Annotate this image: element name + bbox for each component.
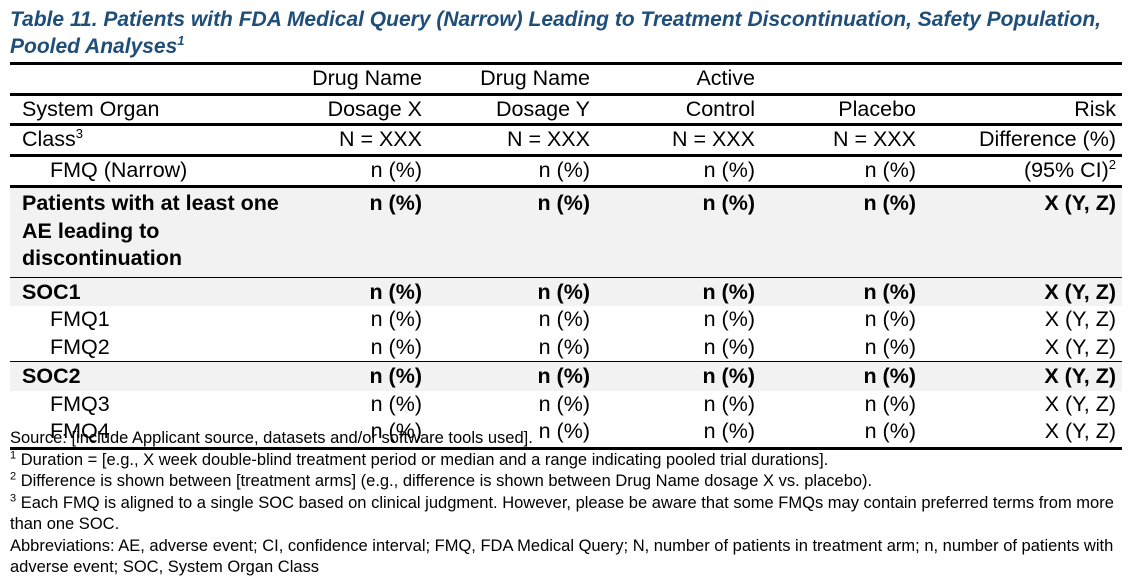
header-col0-line1: System Organ <box>22 96 160 121</box>
abbreviations-note: Abbreviations: AE, adverse event; CI, co… <box>10 536 1114 577</box>
cell-value: n (%) <box>538 391 590 416</box>
cell-value: n (%) <box>538 334 590 359</box>
header-row-2: System Organ Dosage X Dosage Y Control P… <box>10 94 1122 125</box>
cell-value: n (%) <box>702 191 755 215</box>
cell-value: n (%) <box>370 307 422 331</box>
header-col3-n: N = XXX <box>671 127 755 151</box>
cell-value: n (%) <box>369 279 422 304</box>
cell-value: n (%) <box>369 191 422 215</box>
cell-value: n (%) <box>703 334 755 359</box>
cell-value: n (%) <box>703 391 755 416</box>
header-col0-class-text: Class <box>22 127 76 151</box>
discontinuation-table: Drug Name Drug Name Active System Organ … <box>10 62 1122 450</box>
header-col5-line2: Risk <box>1074 96 1116 121</box>
header-col5-unit-text: (95% CI) <box>1023 157 1109 182</box>
table-title: Table 11. Patients with FDA Medical Quer… <box>10 6 1128 60</box>
row-label: FMQ1 <box>50 307 110 331</box>
header-row-1: Drug Name Drug Name Active <box>10 63 1122 95</box>
cell-value: n (%) <box>370 334 422 359</box>
cell-value: X (Y, Z) <box>1044 334 1116 359</box>
cell-value: n (%) <box>863 364 916 388</box>
table-row-soc: SOC1 n (%) n (%) n (%) n (%) X (Y, Z) <box>10 277 1122 306</box>
cell-value: n (%) <box>369 364 422 388</box>
footnote-2: 2 Difference is shown between [treatment… <box>10 471 1128 493</box>
table-body: Patients with at least one AE leading to… <box>10 186 1122 448</box>
row-label: FMQ4 <box>50 419 110 443</box>
header-col1-line1: Drug Name <box>312 66 422 90</box>
header-col2-line2: Dosage Y <box>495 96 590 121</box>
cell-value: n (%) <box>703 419 755 443</box>
footnote-2-mark: 2 <box>10 470 17 483</box>
table-title-footnote-mark: 1 <box>177 33 185 48</box>
cell-value: n (%) <box>537 279 590 304</box>
header-col4-line1 <box>761 64 922 95</box>
table-title-text: Table 11. Patients with FDA Medical Quer… <box>10 8 1101 58</box>
header-col2-unit: n (%) <box>538 157 590 182</box>
cell-value: n (%) <box>864 307 916 331</box>
footnote-1-mark: 1 <box>10 449 17 461</box>
cell-value: n (%) <box>370 419 422 443</box>
cell-value: X (Y, Z) <box>1044 307 1116 331</box>
footnote-3-text: Each FMQ is aligned to a single SOC base… <box>10 493 1114 534</box>
header-col0-sub: FMQ (Narrow) <box>50 157 188 182</box>
header-col3-line2: Control <box>685 96 755 121</box>
row-label: Patients with at least one AE leading to… <box>22 191 279 270</box>
cell-value: X (Y, Z) <box>1044 279 1116 304</box>
cell-value: X (Y, Z) <box>1044 391 1116 416</box>
header-col0-footnote-mark: 3 <box>75 125 83 141</box>
header-col3-line1: Active <box>696 66 755 90</box>
row-label: SOC1 <box>22 279 81 304</box>
cell-value: n (%) <box>538 419 590 443</box>
header-col5-line1 <box>922 64 1122 95</box>
table-row-overall: Patients with at least one AE leading to… <box>10 186 1122 277</box>
cell-value: n (%) <box>537 364 590 388</box>
table-row-fmq: FMQ4 n (%) n (%) n (%) n (%) X (Y, Z) <box>10 418 1122 448</box>
cell-value: n (%) <box>864 419 916 443</box>
footnote-1-text: Duration = [e.g., X week double-blind tr… <box>20 450 829 469</box>
header-col1-unit: n (%) <box>370 157 422 182</box>
source-note: Source: [include Applicant source, datas… <box>10 429 533 447</box>
footnote-2-text: Difference is shown between [treatment a… <box>20 472 873 490</box>
header-row-4: FMQ (Narrow) n (%) n (%) n (%) n (%) (95… <box>10 155 1122 187</box>
cell-value: n (%) <box>702 364 755 388</box>
cell-value: n (%) <box>864 391 916 416</box>
footnote-3-mark: 3 <box>10 492 17 504</box>
cell-value: n (%) <box>863 191 916 215</box>
row-label: SOC2 <box>22 364 81 388</box>
footnote-1: 1 Duration = [e.g., X week double-blind … <box>10 450 1128 472</box>
header-col5-unit: (95% CI)2 <box>922 155 1122 187</box>
cell-value: X (Y, Z) <box>1044 364 1116 388</box>
row-label: FMQ3 <box>50 391 110 416</box>
header-col1-n: N = XXX <box>338 127 422 151</box>
table-row-soc: SOC2 n (%) n (%) n (%) n (%) X (Y, Z) <box>10 361 1122 391</box>
header-col5-n: Difference (%) <box>978 127 1116 151</box>
header-col2-line1: Drug Name <box>480 66 590 90</box>
header-col3-unit: n (%) <box>703 157 755 182</box>
cell-value: n (%) <box>863 279 916 304</box>
cell-value: n (%) <box>538 307 590 331</box>
header-col0-blank <box>10 64 295 95</box>
cell-value: n (%) <box>864 334 916 359</box>
cell-value: X (Y, Z) <box>1044 419 1116 443</box>
header-col0-line2: Class3 <box>10 125 295 156</box>
header-col4-line2: Placebo <box>838 96 916 121</box>
footnotes: Source: [include Applicant source, datas… <box>10 428 1128 579</box>
row-label: FMQ2 <box>50 334 110 359</box>
table-row-fmq: FMQ1 n (%) n (%) n (%) n (%) X (Y, Z) <box>10 306 1122 334</box>
header-col4-n: N = XXX <box>832 127 916 151</box>
table-row-fmq: FMQ3 n (%) n (%) n (%) n (%) X (Y, Z) <box>10 391 1122 419</box>
header-col5-footnote-mark: 2 <box>1108 156 1116 172</box>
cell-value: n (%) <box>370 391 422 416</box>
table-header: Drug Name Drug Name Active System Organ … <box>10 63 1122 187</box>
table-row-fmq: FMQ2 n (%) n (%) n (%) n (%) X (Y, Z) <box>10 334 1122 362</box>
cell-value: n (%) <box>702 279 755 304</box>
header-col4-unit: n (%) <box>864 157 916 182</box>
header-col1-line2: Dosage X <box>327 96 422 121</box>
footnote-3: 3 Each FMQ is aligned to a single SOC ba… <box>10 493 1128 536</box>
header-row-3: Class3 N = XXX N = XXX N = XXX N = XXX D… <box>10 124 1122 156</box>
cell-value: n (%) <box>703 307 755 331</box>
cell-value: n (%) <box>537 191 590 215</box>
header-col2-n: N = XXX <box>506 127 590 151</box>
cell-value: X (Y, Z) <box>1044 191 1116 215</box>
